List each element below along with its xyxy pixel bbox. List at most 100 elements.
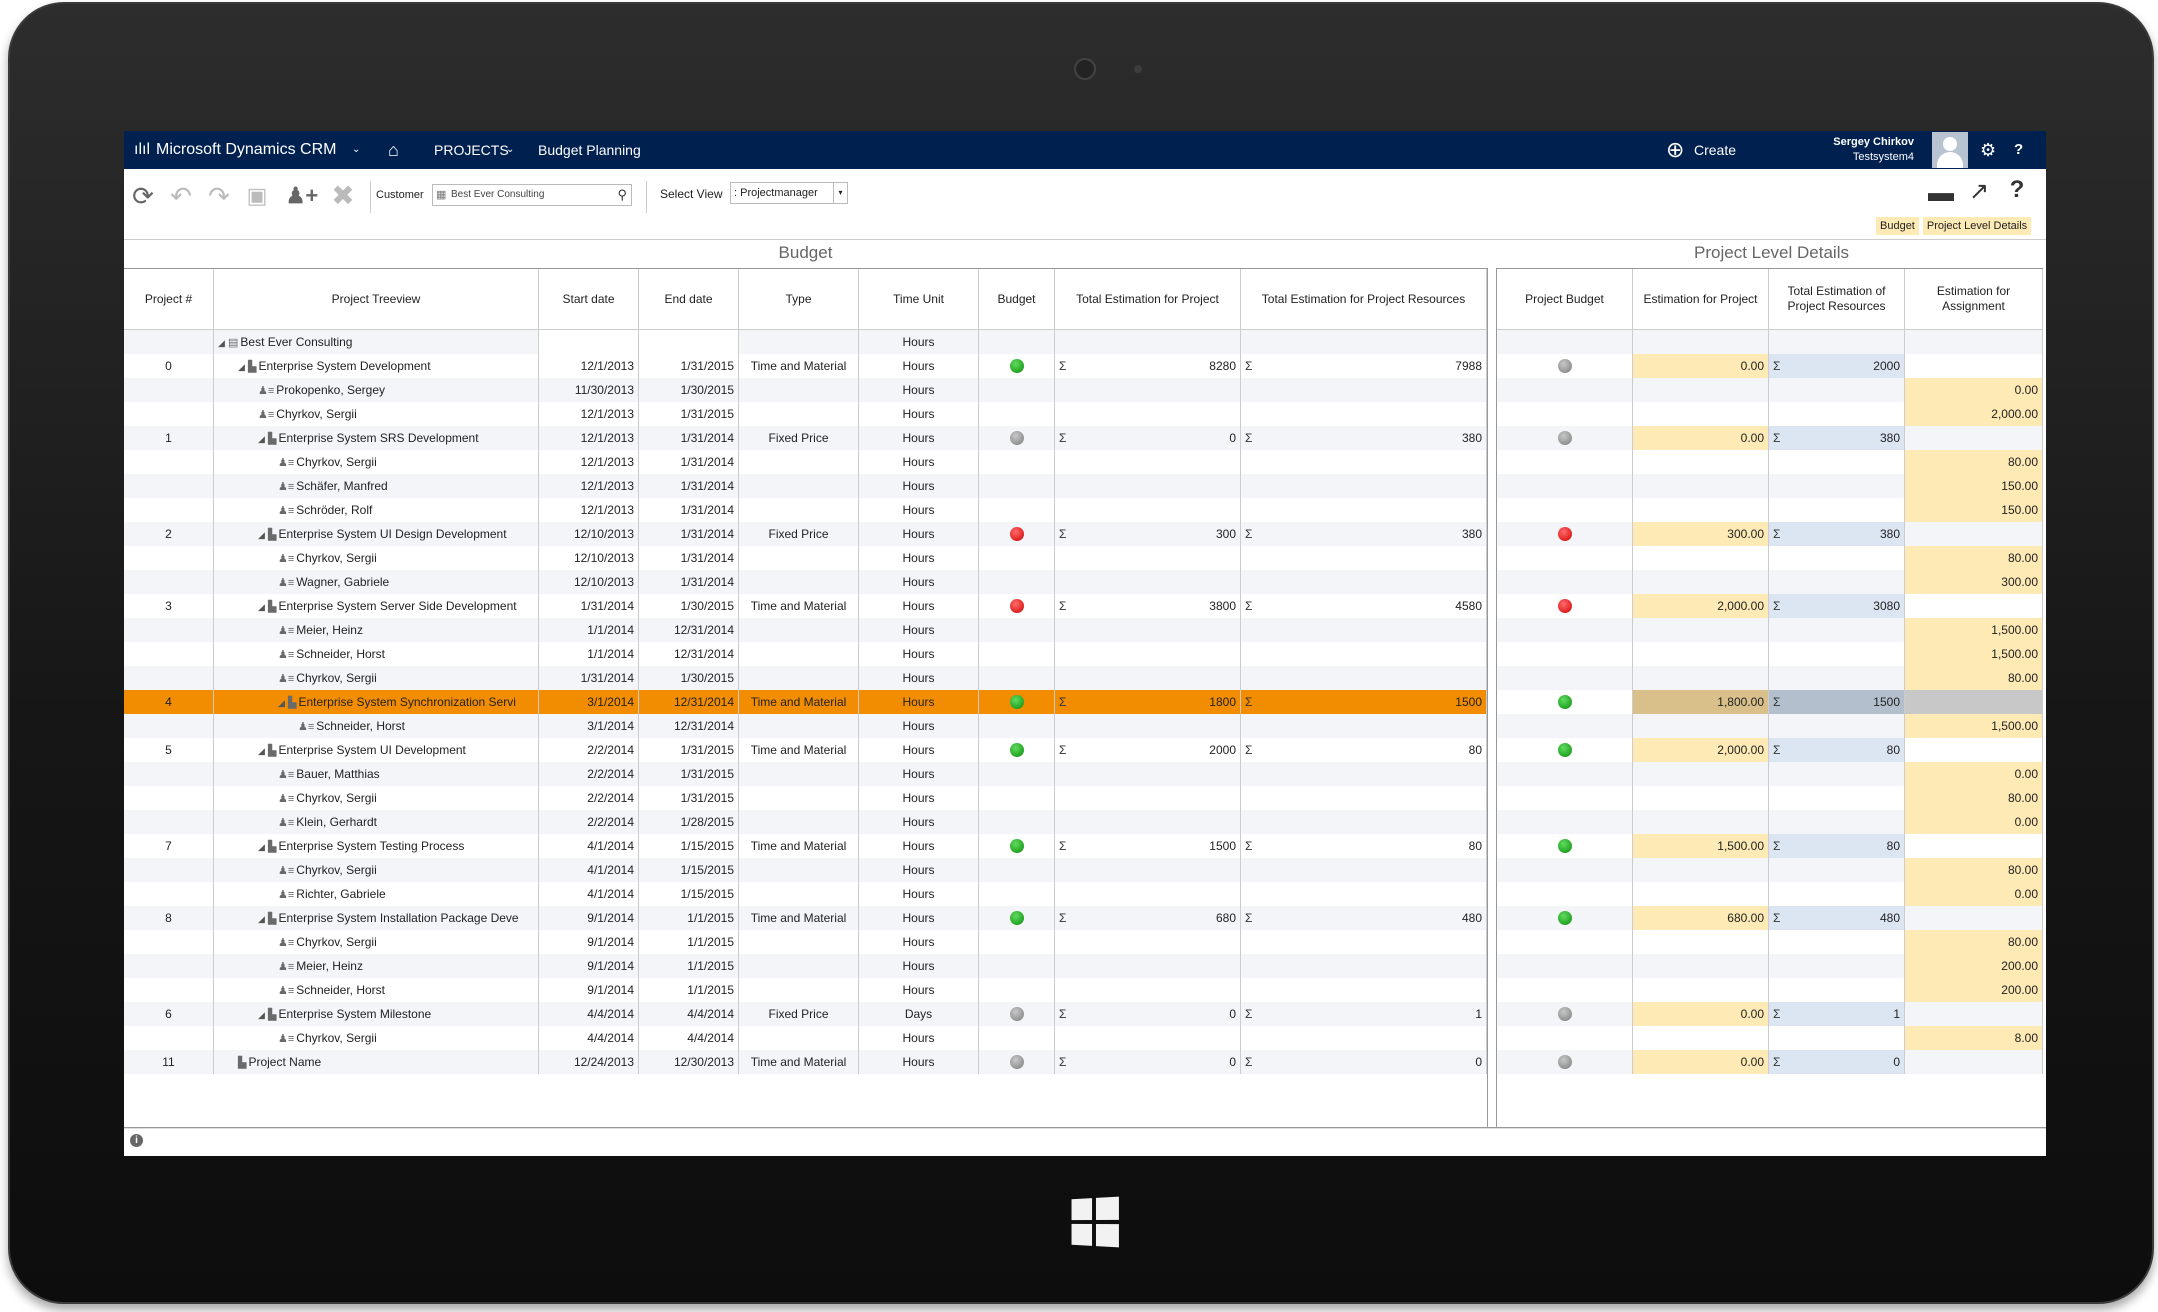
- collapse-icon[interactable]: ◢: [258, 1010, 265, 1020]
- type-cell[interactable]: Time and Material: [739, 690, 859, 714]
- table-row[interactable]: ♟≡ Schröder, Rolf 12/1/2013 1/31/2014 Hours: [124, 498, 1487, 522]
- type-cell[interactable]: [739, 714, 859, 738]
- info-icon[interactable]: i: [130, 1134, 143, 1147]
- table-row[interactable]: 1,500.00: [1497, 618, 2043, 642]
- time-unit-cell[interactable]: Hours: [859, 426, 979, 450]
- type-cell[interactable]: Time and Material: [739, 738, 859, 762]
- table-row[interactable]: ♟≡ Prokopenko, Sergey 11/30/2013 1/30/2015 H…: [124, 378, 1487, 402]
- dropdown-arrow-icon[interactable]: ▾: [833, 183, 847, 203]
- assignment-cell[interactable]: 80.00: [1905, 930, 2043, 954]
- table-row[interactable]: ♟≡ Schneider, Horst 1/1/2014 12/31/2014 Hour…: [124, 642, 1487, 666]
- undo-icon[interactable]: ↶: [170, 181, 192, 211]
- table-row[interactable]: 200.00: [1497, 978, 2043, 1002]
- column-header[interactable]: Time Unit: [859, 269, 979, 329]
- table-row[interactable]: ♟≡ Schneider, Horst 3/1/2014 12/31/2014 Hour…: [124, 714, 1487, 738]
- tree-cell[interactable]: ♟≡ Chyrkov, Sergii: [214, 786, 539, 810]
- estimation-cell[interactable]: [1633, 762, 1769, 786]
- assignment-cell[interactable]: [1905, 594, 2043, 618]
- start-date-cell[interactable]: 12/1/2013: [539, 498, 639, 522]
- estimation-cell[interactable]: [1633, 498, 1769, 522]
- type-cell[interactable]: [739, 378, 859, 402]
- tree-cell[interactable]: ◢ ▙ Enterprise System Synchronization Serv…: [214, 690, 539, 714]
- column-header[interactable]: Estimation for Assignment: [1905, 269, 2043, 329]
- table-row[interactable]: 2,000.00 Σ 3080: [1497, 594, 2043, 618]
- end-date-cell[interactable]: 1/1/2015: [639, 954, 739, 978]
- collapse-icon[interactable]: ◢: [258, 434, 265, 444]
- table-row[interactable]: ♟≡ Wagner, Gabriele 12/10/2013 1/31/2014 Hou…: [124, 570, 1487, 594]
- start-date-cell[interactable]: 4/1/2014: [539, 858, 639, 882]
- gear-icon[interactable]: ⚙: [1980, 140, 1997, 160]
- assignment-cell[interactable]: 150.00: [1905, 498, 2043, 522]
- end-date-cell[interactable]: 1/15/2015: [639, 834, 739, 858]
- assignment-cell[interactable]: 1,500.00: [1905, 618, 2043, 642]
- time-unit-cell[interactable]: Hours: [859, 594, 979, 618]
- tree-cell[interactable]: ♟≡ Schneider, Horst: [214, 642, 539, 666]
- type-cell[interactable]: [739, 474, 859, 498]
- table-row[interactable]: 200.00: [1497, 954, 2043, 978]
- table-row[interactable]: 1,500.00 Σ 80: [1497, 834, 2043, 858]
- table-row[interactable]: 0.00 Σ 1: [1497, 1002, 2043, 1026]
- table-row[interactable]: 2,000.00: [1497, 402, 2043, 426]
- estimation-cell[interactable]: [1633, 378, 1769, 402]
- column-header[interactable]: Project Budget: [1497, 269, 1633, 329]
- end-date-cell[interactable]: 1/1/2015: [639, 906, 739, 930]
- table-row[interactable]: ♟≡ Klein, Gerhardt 2/2/2014 1/28/2015 Hours: [124, 810, 1487, 834]
- table-row[interactable]: 80.00: [1497, 858, 2043, 882]
- assignment-cell[interactable]: [1905, 906, 2043, 930]
- time-unit-cell[interactable]: Hours: [859, 786, 979, 810]
- assignment-cell[interactable]: 0.00: [1905, 378, 2043, 402]
- collapse-icon[interactable]: ◢: [278, 698, 285, 708]
- assignment-cell[interactable]: 200.00: [1905, 978, 2043, 1002]
- table-row[interactable]: ♟≡ Chyrkov, Sergii 4/1/2014 1/15/2015 Hours: [124, 858, 1487, 882]
- table-row[interactable]: 0.00: [1497, 810, 2043, 834]
- time-unit-cell[interactable]: Hours: [859, 858, 979, 882]
- start-date-cell[interactable]: 12/1/2013: [539, 354, 639, 378]
- time-unit-cell[interactable]: Hours: [859, 906, 979, 930]
- assignment-cell[interactable]: [1905, 738, 2043, 762]
- estimation-cell[interactable]: [1633, 714, 1769, 738]
- tree-cell[interactable]: ♟≡ Chyrkov, Sergii: [214, 450, 539, 474]
- start-date-cell[interactable]: 2/2/2014: [539, 762, 639, 786]
- type-cell[interactable]: [739, 930, 859, 954]
- estimation-cell[interactable]: [1633, 330, 1769, 354]
- table-row[interactable]: 11 ▙ Project Name 12/24/2013 12/30/2013 Time …: [124, 1050, 1487, 1074]
- time-unit-cell[interactable]: Hours: [859, 642, 979, 666]
- table-row[interactable]: 80.00: [1497, 930, 2043, 954]
- home-icon[interactable]: ⌂: [388, 140, 399, 160]
- end-date-cell[interactable]: 1/30/2015: [639, 666, 739, 690]
- table-row[interactable]: 1,500.00: [1497, 642, 2043, 666]
- end-date-cell[interactable]: 12/31/2014: [639, 690, 739, 714]
- time-unit-cell[interactable]: Hours: [859, 954, 979, 978]
- estimation-cell[interactable]: [1633, 450, 1769, 474]
- table-row[interactable]: 300.00: [1497, 570, 2043, 594]
- start-date-cell[interactable]: 1/31/2014: [539, 594, 639, 618]
- type-cell[interactable]: Time and Material: [739, 354, 859, 378]
- tree-cell[interactable]: ♟≡ Chyrkov, Sergii: [214, 402, 539, 426]
- table-row[interactable]: 1 ◢ ▙ Enterprise System SRS Development 12/1…: [124, 426, 1487, 450]
- splitter[interactable]: [1487, 268, 1497, 1128]
- type-cell[interactable]: [739, 810, 859, 834]
- tree-cell[interactable]: ♟≡ Klein, Gerhardt: [214, 810, 539, 834]
- assignment-cell[interactable]: 300.00: [1905, 570, 2043, 594]
- estimation-cell[interactable]: [1633, 978, 1769, 1002]
- time-unit-cell[interactable]: Hours: [859, 402, 979, 426]
- assignment-cell[interactable]: [1905, 1050, 2043, 1074]
- end-date-cell[interactable]: 1/31/2014: [639, 498, 739, 522]
- type-cell[interactable]: [739, 450, 859, 474]
- table-row[interactable]: 1,500.00: [1497, 714, 2043, 738]
- end-date-cell[interactable]: 1/31/2014: [639, 546, 739, 570]
- start-date-cell[interactable]: 4/4/2014: [539, 1026, 639, 1050]
- table-row[interactable]: ♟≡ Chyrkov, Sergii 2/2/2014 1/31/2015 Hours: [124, 786, 1487, 810]
- end-date-cell[interactable]: 1/15/2015: [639, 882, 739, 906]
- start-date-cell[interactable]: 4/4/2014: [539, 1002, 639, 1026]
- column-header[interactable]: Budget: [979, 269, 1055, 329]
- time-unit-cell[interactable]: Hours: [859, 450, 979, 474]
- start-date-cell[interactable]: 4/1/2014: [539, 834, 639, 858]
- start-date-cell[interactable]: 12/1/2013: [539, 402, 639, 426]
- start-date-cell[interactable]: 9/1/2014: [539, 930, 639, 954]
- link-budget[interactable]: Budget: [1876, 217, 1919, 235]
- column-header[interactable]: End date: [639, 269, 739, 329]
- estimation-cell[interactable]: [1633, 810, 1769, 834]
- table-row[interactable]: 1,800.00 Σ 1500: [1497, 690, 2043, 714]
- assignment-cell[interactable]: 0.00: [1905, 810, 2043, 834]
